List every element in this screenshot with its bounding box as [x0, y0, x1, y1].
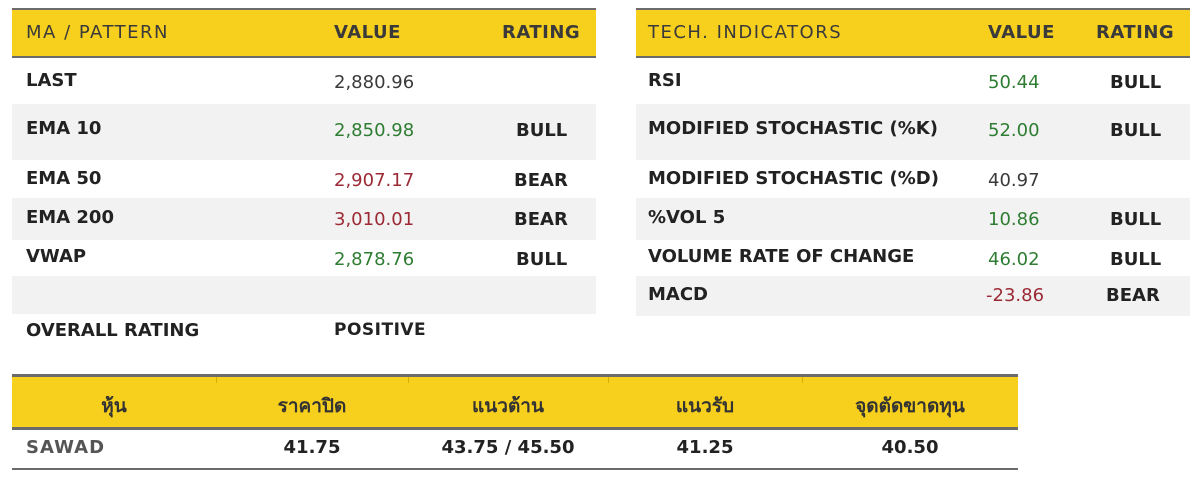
ma-row-name: EMA 200 [26, 207, 114, 228]
tech-indicators-table: TECH. INDICATORS VALUE RATING RSI 50.44 … [636, 8, 1190, 316]
ma-row-ema50: EMA 50 2,907.17 BEAR [12, 160, 596, 198]
ma-pattern-table: MA / PATTERN VALUE RATING LAST 2,880.96 … [12, 8, 596, 348]
stock-close: 41.75 [283, 437, 341, 458]
tech-header-name: TECH. INDICATORS [648, 22, 843, 43]
tech-row-name: VOLUME RATE OF CHANGE [648, 246, 915, 267]
tech-row-name: %VOL 5 [648, 207, 726, 228]
tech-header-rating: RATING [1096, 22, 1175, 43]
stock-summary-table: หุ้น ราคาปิด แนวต้าน แนวรับ จุดตัดขาดทุน… [12, 374, 1018, 470]
ma-row-name: EMA 50 [26, 168, 102, 189]
tech-row-stoch-d: MODIFIED STOCHASTIC (%D) 40.97 [636, 160, 1190, 198]
stock-resistance: 43.75 / 45.50 [441, 437, 575, 458]
ma-row-value: 2,850.98 [334, 120, 415, 141]
tech-row-name: MODIFIED STOCHASTIC (%K) [648, 118, 938, 139]
overall-rating-value: POSITIVE [334, 320, 427, 340]
stock-header-close: ราคาปิด [277, 395, 347, 417]
tech-row-name: MACD [648, 284, 708, 305]
column-divider-tick [608, 377, 609, 383]
ma-row-value: 3,010.01 [334, 209, 415, 230]
stock-header-ticker: หุ้น [101, 395, 127, 417]
ma-row-rating: BULL [516, 120, 568, 141]
stock-table-header: หุ้น ราคาปิด แนวต้าน แนวรับ จุดตัดขาดทุน [12, 374, 1018, 430]
ma-table-header: MA / PATTERN VALUE RATING [12, 8, 596, 58]
tech-row-stoch-k: MODIFIED STOCHASTIC (%K) 52.00 BULL [636, 104, 1190, 160]
tech-row-vroc: VOLUME RATE OF CHANGE 46.02 BULL [636, 240, 1190, 276]
tech-row-macd: MACD -23.86 BEAR [636, 276, 1190, 316]
ma-row-last: LAST 2,880.96 [12, 60, 596, 104]
tech-row-rating: BULL [1110, 72, 1162, 93]
ma-row-overall: OVERALL RATING POSITIVE [12, 314, 596, 348]
column-divider-tick [216, 377, 217, 383]
ma-header-rating: RATING [502, 22, 581, 43]
tech-row-rating: BEAR [1106, 285, 1160, 306]
tech-row-name: RSI [648, 70, 682, 91]
tech-row-rating: BULL [1110, 209, 1162, 230]
tech-row-value: -23.86 [986, 285, 1045, 306]
ma-row-name: LAST [26, 70, 77, 91]
column-divider-tick [802, 377, 803, 383]
ma-row-rating: BULL [516, 249, 568, 270]
stock-support: 41.25 [676, 437, 734, 458]
tech-row-value: 50.44 [988, 72, 1040, 93]
ma-row-name: VWAP [26, 246, 87, 267]
ma-row-ema10: EMA 10 2,850.98 BULL [12, 104, 596, 160]
tech-row-vol5: %VOL 5 10.86 BULL [636, 198, 1190, 240]
stock-ticker: SAWAD [26, 437, 106, 458]
stock-header-stop-loss: จุดตัดขาดทุน [855, 395, 965, 417]
overall-rating-label: OVERALL RATING [26, 320, 200, 341]
stock-header-support: แนวรับ [675, 395, 735, 417]
tech-table-header: TECH. INDICATORS VALUE RATING [636, 8, 1190, 58]
tech-row-rsi: RSI 50.44 BULL [636, 60, 1190, 104]
ma-row-ema200: EMA 200 3,010.01 BEAR [12, 198, 596, 240]
ma-header-value: VALUE [334, 22, 401, 43]
stock-stop-loss: 40.50 [881, 437, 939, 458]
ma-row-name: EMA 10 [26, 118, 102, 139]
tech-row-value: 40.97 [988, 170, 1040, 191]
ma-row-spacer [12, 276, 596, 314]
tech-header-value: VALUE [988, 22, 1055, 43]
ma-header-name: MA / PATTERN [26, 22, 169, 43]
ma-row-value: 2,878.76 [334, 249, 415, 270]
stock-header-resistance: แนวต้าน [472, 395, 544, 417]
tech-row-name: MODIFIED STOCHASTIC (%D) [648, 168, 939, 189]
column-divider-tick [408, 377, 409, 383]
tech-row-rating: BULL [1110, 249, 1162, 270]
ma-row-rating: BEAR [514, 170, 568, 191]
stock-row: SAWAD 41.75 43.75 / 45.50 41.25 40.50 [12, 430, 1018, 470]
ma-row-vwap: VWAP 2,878.76 BULL [12, 240, 596, 276]
tech-row-value: 10.86 [988, 209, 1040, 230]
tech-row-value: 46.02 [988, 249, 1040, 270]
tech-row-value: 52.00 [988, 120, 1040, 141]
tech-row-rating: BULL [1110, 120, 1162, 141]
ma-row-value: 2,880.96 [334, 72, 415, 93]
ma-row-rating: BEAR [514, 209, 568, 230]
ma-row-value: 2,907.17 [334, 170, 415, 191]
